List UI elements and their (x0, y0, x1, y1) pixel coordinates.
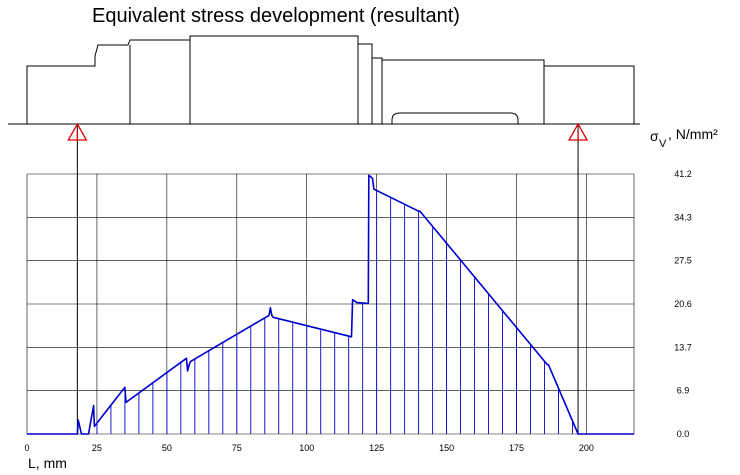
chart-title: Equivalent stress development (resultant… (92, 5, 460, 27)
y-tick-label-4: 27.5 (674, 255, 692, 265)
y-tick-label-2: 13.7 (674, 343, 692, 353)
series-layer (27, 174, 634, 435)
grid (26, 173, 635, 435)
x-tick-label-1: 25 (92, 443, 102, 453)
x-tick-label-8: 200 (579, 443, 594, 453)
y-tick-label-5: 34.3 (674, 213, 692, 223)
x-tick-labels: 0 25 50 75 100 125 150 175 200 (24, 443, 593, 453)
supports (67, 122, 589, 434)
y-tick-label-6: 41.2 (674, 169, 692, 179)
y-tick-label-3: 20.6 (674, 299, 692, 309)
y-axis-unit: , N/mm² (668, 126, 718, 142)
x-tick-label-3: 75 (232, 443, 242, 453)
y-tick-labels: 0.0 6.9 13.7 20.6 27.5 34.3 41.2 (674, 169, 692, 439)
y-axis-label: σ V , N/mm² (650, 126, 718, 150)
y-tick-label-0: 0.0 (677, 429, 690, 439)
x-axis-label: L, mm (28, 455, 67, 471)
stress-line (27, 174, 634, 435)
x-tick-label-5: 125 (369, 443, 384, 453)
x-tick-label-0: 0 (24, 443, 29, 453)
x-tick-label-6: 150 (439, 443, 454, 453)
y-axis-subscript: V (659, 138, 667, 150)
x-tick-label-4: 100 (299, 443, 314, 453)
y-axis-symbol: σ (650, 128, 659, 144)
stress-hatching (96, 190, 573, 434)
y-tick-label-1: 6.9 (677, 385, 690, 395)
x-tick-label-7: 175 (509, 443, 524, 453)
shaft-outline (8, 35, 640, 125)
x-tick-label-2: 50 (162, 443, 172, 453)
